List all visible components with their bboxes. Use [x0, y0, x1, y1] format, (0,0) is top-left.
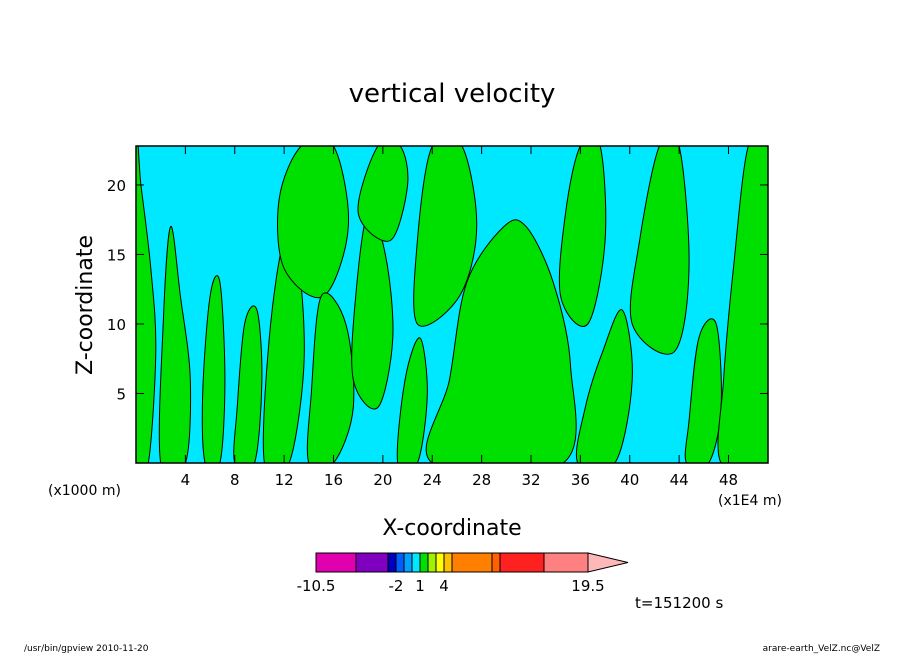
x-units-left: (x1000 m): [48, 483, 121, 499]
colorbar-extend-arrow: [587, 552, 629, 573]
x-tick-label: 44: [670, 471, 689, 489]
positive-velocity-regions: [136, 146, 768, 463]
colorbar-swatch-1: [315, 552, 357, 573]
plot-area: [135, 145, 769, 464]
colorbar-label: 4: [439, 577, 449, 595]
positive-region-12: [425, 219, 577, 463]
colorbar-swatch-4: [395, 552, 405, 573]
colorbar-labels: -10.5 -2 1 4 19.5: [297, 577, 605, 595]
colorbar-swatch-6: [411, 552, 421, 573]
footer-left: /usr/bin/gpview 2010-11-20: [24, 644, 149, 654]
positive-region-9: [357, 146, 409, 242]
colorbar-swatch-8: [427, 552, 437, 573]
colorbar-swatch-13: [499, 552, 545, 573]
y-tick-label: 15: [107, 246, 126, 264]
positive-region-15: [629, 146, 690, 355]
colorbar-label: -2: [389, 577, 404, 595]
positive-region-3: [201, 275, 226, 463]
x-tick-label: 28: [472, 471, 491, 489]
colorbar-swatch-9: [435, 552, 445, 573]
colorbar: [315, 552, 629, 573]
x-axis-label: X-coordinate: [382, 516, 521, 541]
x-tick-label: 16: [324, 471, 343, 489]
colorbar-swatch-5: [403, 552, 413, 573]
y-axis-ticks: 5 10 15 20: [107, 177, 768, 403]
x-units-right: (x1E4 m): [718, 493, 782, 509]
colorbar-swatch-3: [387, 552, 397, 573]
positive-region-8: [351, 211, 394, 410]
y-axis-label: Z-coordinate: [73, 235, 98, 375]
colorbar-swatch-12: [491, 552, 501, 573]
x-tick-label: 20: [373, 471, 392, 489]
chart-title: vertical velocity: [349, 79, 556, 109]
x-tick-label: 48: [719, 471, 738, 489]
positive-region-2: [158, 226, 192, 463]
time-label: t=151200 s: [635, 594, 723, 612]
colorbar-swatch-7: [419, 552, 429, 573]
y-tick-label: 20: [107, 177, 126, 195]
colorbar-swatch-10: [443, 552, 453, 573]
x-tick-label: 4: [181, 471, 191, 489]
y-tick-label: 10: [107, 316, 126, 334]
x-tick-label: 40: [620, 471, 639, 489]
colorbar-label: -10.5: [297, 577, 336, 595]
colorbar-label: 19.5: [571, 577, 604, 595]
colorbar-swatch-14: [543, 552, 589, 573]
x-tick-label: 36: [571, 471, 590, 489]
colorbar-swatch-11: [451, 552, 493, 573]
y-tick-label: 5: [116, 385, 126, 403]
positive-region-10: [396, 337, 428, 463]
plot-frame: [135, 145, 769, 464]
colorbar-swatch-2: [355, 552, 389, 573]
x-tick-label: 32: [521, 471, 540, 489]
x-tick-label: 12: [275, 471, 294, 489]
footer-right: arare-earth_VelZ.nc@VelZ: [763, 644, 880, 654]
positive-region-11: [413, 146, 478, 327]
colorbar-label: 1: [415, 577, 425, 595]
x-tick-label: 8: [230, 471, 240, 489]
positive-region-17: [717, 146, 768, 463]
x-axis-ticks: 4 8 12 16 20 24 28 32 36 40 44 48: [181, 146, 738, 489]
x-tick-label: 24: [423, 471, 442, 489]
